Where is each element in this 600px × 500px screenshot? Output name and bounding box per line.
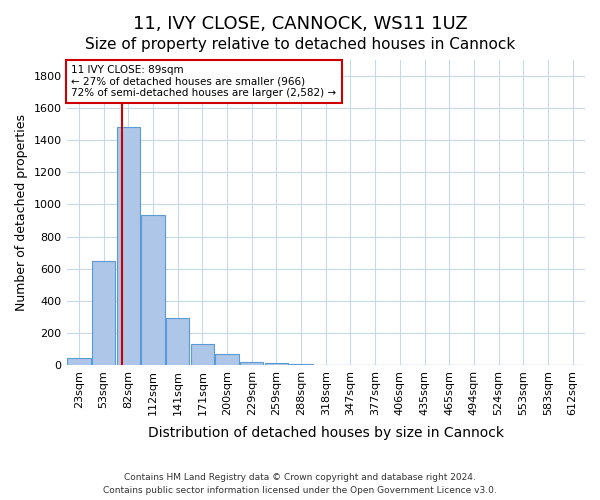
Bar [265, 364, 288, 365]
Y-axis label: Number of detached properties: Number of detached properties [15, 114, 28, 311]
Text: Contains HM Land Registry data © Crown copyright and database right 2024.
Contai: Contains HM Land Registry data © Crown c… [103, 473, 497, 495]
Bar [240, 362, 263, 365]
Bar [166, 318, 190, 365]
Bar [289, 364, 313, 365]
Text: 11, IVY CLOSE, CANNOCK, WS11 1UZ: 11, IVY CLOSE, CANNOCK, WS11 1UZ [133, 15, 467, 33]
Text: 11 IVY CLOSE: 89sqm
← 27% of detached houses are smaller (966)
72% of semi-detac: 11 IVY CLOSE: 89sqm ← 27% of detached ho… [71, 65, 337, 98]
Bar [141, 215, 164, 365]
Bar [116, 128, 140, 365]
Bar [191, 344, 214, 365]
Bar [215, 354, 239, 365]
Bar [67, 358, 91, 365]
Text: Size of property relative to detached houses in Cannock: Size of property relative to detached ho… [85, 38, 515, 52]
Bar [92, 260, 115, 365]
X-axis label: Distribution of detached houses by size in Cannock: Distribution of detached houses by size … [148, 426, 504, 440]
